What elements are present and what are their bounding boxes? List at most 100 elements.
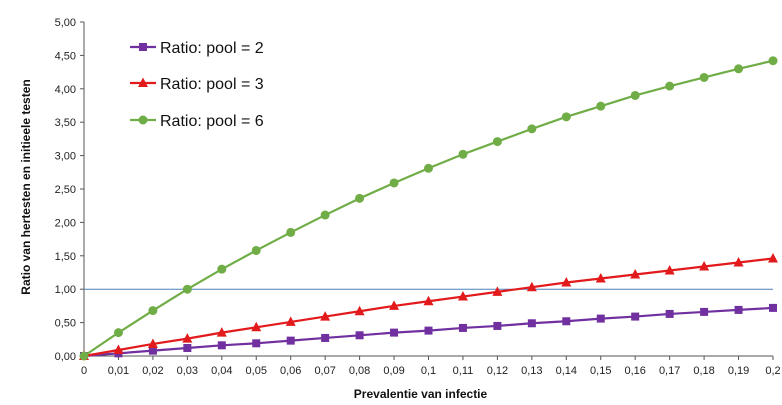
data-point: [768, 56, 778, 66]
legend-marker: [139, 43, 147, 51]
y-tick-label: 1,50: [55, 251, 76, 263]
data-point: [113, 328, 123, 338]
series-3: [79, 56, 778, 361]
data-point: [664, 264, 675, 275]
data-point: [320, 311, 331, 321]
data-point: [596, 101, 606, 111]
data-point: [321, 333, 330, 342]
x-tick-label: 0,17: [659, 365, 680, 377]
data-point: [354, 305, 365, 316]
data-point: [596, 314, 605, 323]
legend-item-3: Ratio: pool = 6: [130, 113, 264, 130]
series-group: [79, 56, 778, 361]
x-tick-label: 0,08: [349, 365, 370, 377]
x-tick-label: 0,06: [280, 365, 301, 377]
legend-label: Ratio: pool = 2: [160, 40, 264, 57]
x-tick-label: 0,07: [314, 365, 335, 377]
legend-label: Ratio: pool = 6: [160, 113, 264, 130]
data-point: [699, 72, 709, 82]
data-point: [148, 346, 157, 355]
x-tick-label: 0,05: [246, 365, 267, 377]
data-point: [768, 252, 778, 263]
x-tick-label: 0: [81, 365, 87, 377]
data-point: [424, 326, 433, 335]
data-point: [390, 328, 399, 337]
data-point: [700, 307, 709, 316]
data-point: [113, 344, 124, 354]
y-tick-label: 0,00: [55, 351, 76, 363]
x-axis-title: Prevalentie van infectie: [354, 387, 488, 401]
data-point: [769, 303, 777, 312]
legend-label: Ratio: pool = 3: [160, 76, 264, 93]
x-tick-label: 0,09: [383, 365, 404, 377]
x-tick-label: 0,18: [693, 365, 714, 377]
data-point: [493, 321, 502, 330]
data-point: [252, 339, 261, 348]
x-tick-label: 0,11: [453, 365, 474, 377]
series-1: [80, 303, 777, 360]
x-tick-label: 0,1: [421, 365, 436, 377]
y-axis-title: Ratio van hertesten en initieele testen: [19, 79, 33, 294]
data-point: [630, 269, 641, 279]
data-point: [665, 81, 675, 91]
data-point: [286, 336, 295, 345]
data-point: [492, 286, 503, 296]
data-point: [285, 316, 296, 326]
data-point: [355, 193, 365, 203]
data-point: [424, 163, 433, 173]
data-point: [561, 112, 571, 122]
x-tick-label: 0,16: [624, 365, 645, 377]
y-tick-label: 3,00: [55, 151, 76, 163]
x-tick-label: 0,12: [487, 365, 508, 377]
data-point: [182, 284, 192, 294]
data-point: [458, 323, 467, 332]
x-tick-label: 0,15: [590, 365, 611, 377]
y-tick-label: 1,00: [55, 284, 76, 296]
y-tick-label: 2,50: [55, 184, 76, 196]
data-point: [148, 306, 158, 316]
data-point: [699, 260, 710, 271]
data-point: [562, 317, 571, 326]
data-point: [734, 64, 744, 74]
data-point: [734, 305, 743, 314]
data-point: [389, 300, 400, 310]
x-tick-label: 0,04: [211, 365, 232, 377]
data-point: [595, 273, 606, 283]
data-point: [183, 343, 192, 352]
x-tick-label: 0,2: [765, 365, 780, 377]
y-tick-label: 3,50: [55, 117, 76, 129]
data-point: [492, 137, 502, 147]
data-point: [527, 124, 537, 134]
data-point: [251, 321, 262, 332]
data-point: [320, 210, 330, 220]
legend-marker: [138, 77, 148, 87]
y-tick-label: 5,00: [55, 17, 76, 29]
y-tick-label: 4,50: [55, 50, 76, 62]
data-point: [630, 90, 640, 100]
x-tick-label: 0,01: [108, 365, 129, 377]
data-point: [389, 178, 399, 188]
data-point: [527, 319, 536, 328]
data-point: [286, 227, 296, 237]
y-tick-label: 2,00: [55, 217, 76, 229]
legend-marker: [138, 115, 148, 125]
y-tick-label: 4,00: [55, 84, 76, 96]
x-tick-label: 0,14: [556, 365, 577, 377]
chart-legend: Ratio: pool = 2 Ratio: pool = 3 Ratio: poo…: [130, 40, 264, 130]
data-point: [147, 338, 158, 348]
y-tick-label: 0,50: [55, 318, 76, 330]
data-point: [355, 331, 364, 340]
data-point: [526, 281, 537, 292]
data-point: [458, 149, 468, 159]
x-tick-label: 0,03: [177, 365, 198, 377]
data-point: [216, 327, 227, 337]
data-point: [665, 309, 674, 318]
data-point: [423, 295, 434, 306]
x-tick-label: 0,13: [521, 365, 542, 377]
x-tick-label: 0,02: [142, 365, 163, 377]
series-2: [79, 252, 778, 360]
data-point: [631, 312, 640, 321]
data-point: [217, 341, 226, 350]
legend-item-1: Ratio: pool = 2: [130, 40, 264, 57]
